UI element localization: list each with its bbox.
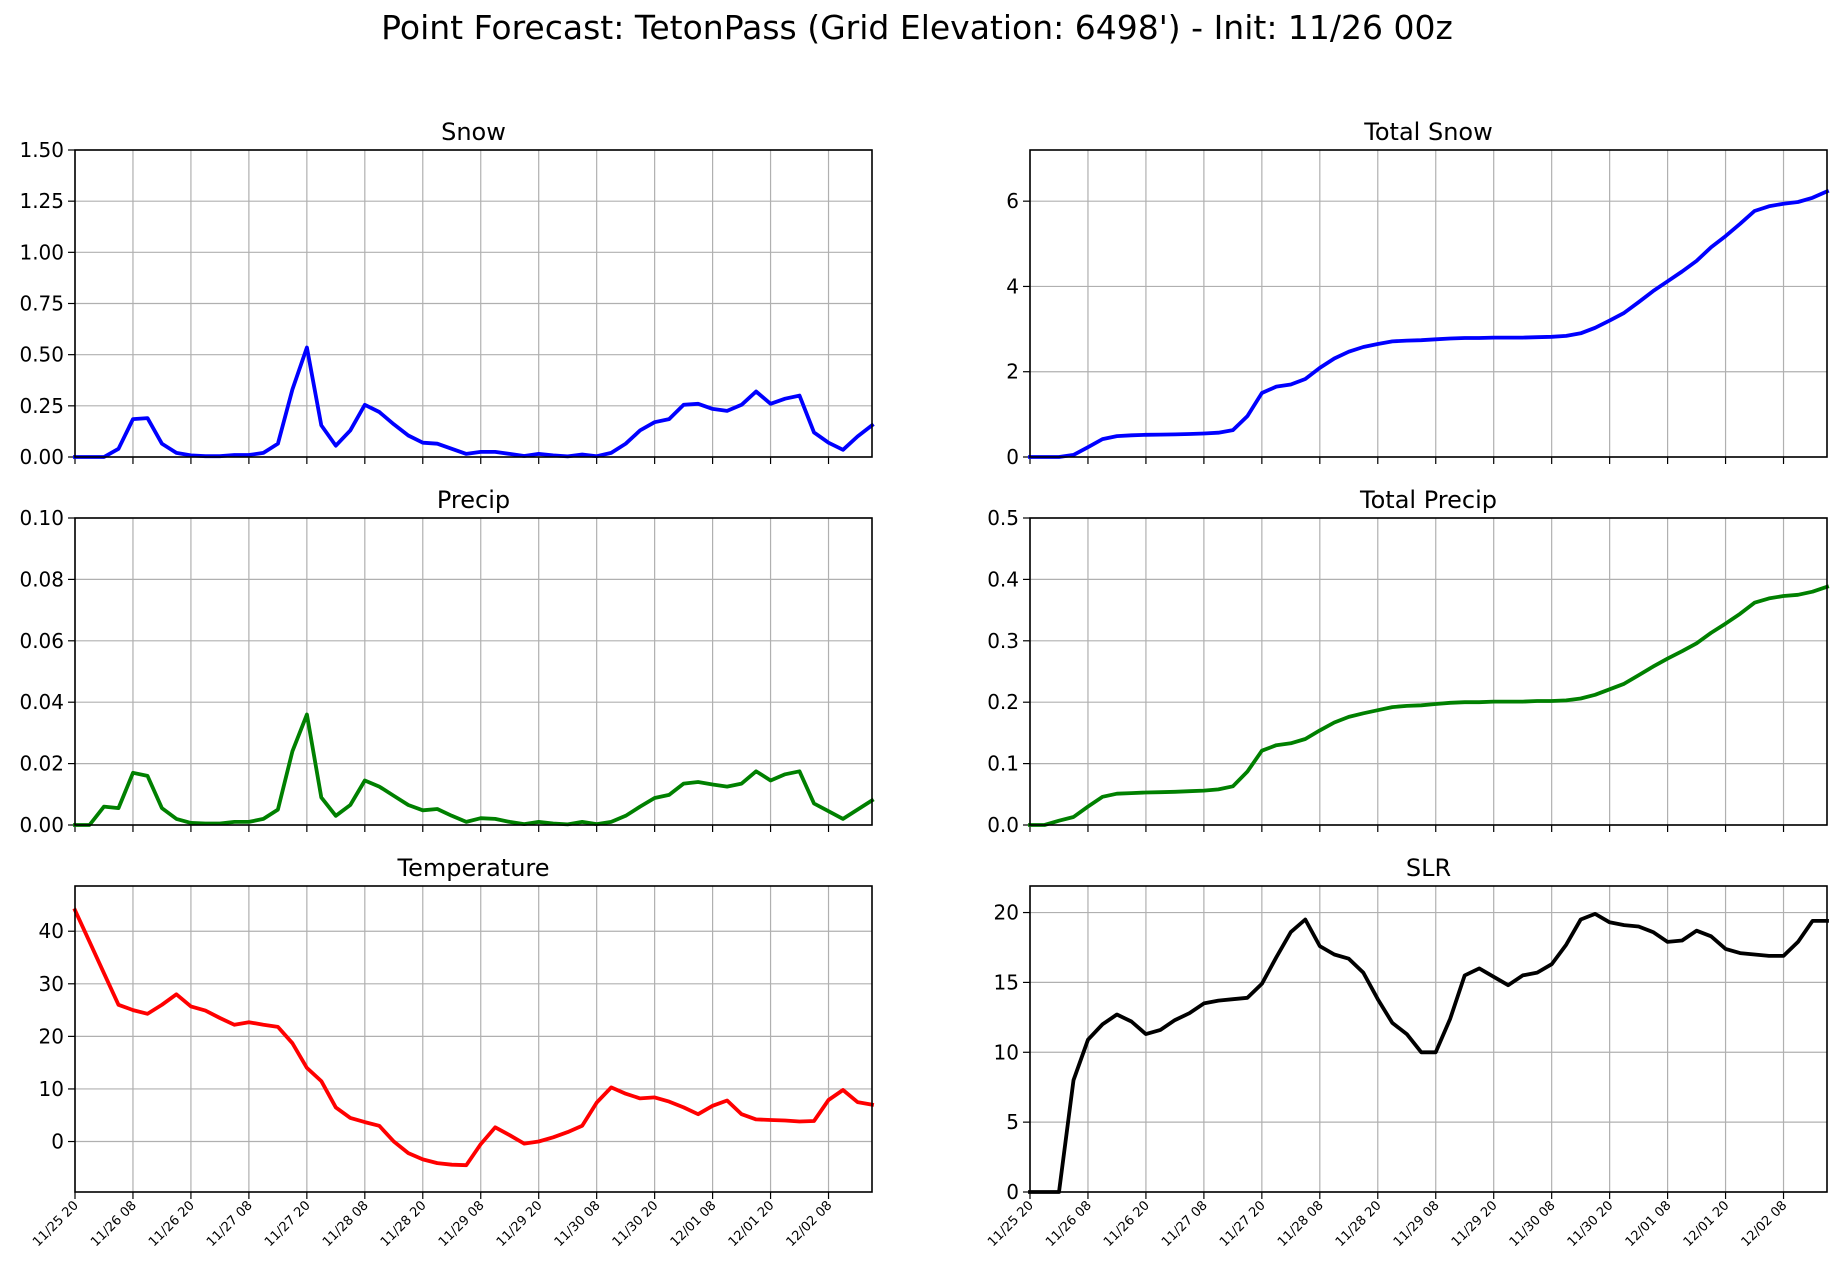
slr-x-tick-label: 11/27 20	[1217, 1198, 1269, 1250]
slr-x-tick-label: 11/27 08	[1159, 1198, 1211, 1250]
total-snow-y-tick-label: 6	[1006, 189, 1019, 213]
snow-axes-frame	[74, 149, 873, 458]
slr-panel-title: SLR	[1406, 854, 1451, 882]
total-snow-y-tick-label: 0	[1006, 445, 1019, 469]
slr-x-tick-label: 11/26 20	[1101, 1198, 1153, 1250]
slr-x-tick-label: 11/30 08	[1507, 1198, 1559, 1250]
slr-x-tick-label: 12/01 08	[1623, 1198, 1675, 1250]
precip-series-line	[73, 712, 875, 827]
total-precip-y-tick-label: 0.2	[987, 690, 1019, 714]
precip-y-tick-label: 0.10	[19, 506, 64, 530]
snow-panel-title: Snow	[441, 118, 506, 146]
total-snow-axes-frame	[1029, 149, 1828, 458]
temperature-x-tick-label: 12/01 20	[726, 1198, 778, 1250]
total-precip-y-tick-label: 0.0	[987, 813, 1019, 837]
slr-x-tick-label: 12/01 20	[1681, 1198, 1733, 1250]
snow-y-tick-label: 1.25	[19, 189, 64, 213]
snow-series-line	[73, 345, 875, 459]
precip-y-tick-label: 0.04	[19, 690, 64, 714]
total-snow-panel-title: Total Snow	[1363, 118, 1492, 146]
precip-y-tick-label: 0.02	[19, 752, 64, 776]
slr-x-tick-label: 11/26 08	[1043, 1198, 1095, 1250]
precip-y-tick-label: 0.00	[19, 813, 64, 837]
snow-y-tick-label: 0.25	[19, 394, 64, 418]
snow-y-tick-label: 0.50	[19, 343, 64, 367]
snow-y-tick-label: 1.00	[19, 240, 64, 264]
temperature-y-tick-label: 0	[51, 1130, 64, 1154]
slr-y-tick-label: 10	[994, 1040, 1019, 1064]
temperature-series-line	[72, 907, 875, 1168]
slr-y-tick-label: 15	[994, 970, 1019, 994]
total-snow-y-tick-label: 2	[1006, 360, 1019, 384]
slr-panel: 11/25 20 11/26 08 11/26 20 11/27 08 11/27 20…	[985, 854, 1829, 1250]
snow-panel: 0.00 0.25 0.50 0.75 1.00 1.25 1.50 Snow	[19, 118, 875, 469]
precip-panel-title: Precip	[437, 486, 510, 514]
temperature-x-tick-label: 11/28 20	[378, 1198, 430, 1250]
snow-y-tick-label: 0.75	[19, 292, 64, 316]
temperature-x-tick-label: 11/26 08	[88, 1198, 140, 1250]
total-precip-panel-title: Total Precip	[1359, 486, 1497, 514]
temperature-x-tick-label: 11/29 20	[494, 1198, 546, 1250]
slr-x-tick-label: 11/29 20	[1449, 1198, 1501, 1250]
total-precip-axes-frame	[1029, 517, 1828, 826]
temperature-x-tick-label: 12/02 08	[784, 1198, 836, 1250]
total-precip-series-line	[1028, 584, 1830, 827]
temperature-x-tick-label: 11/27 08	[204, 1198, 256, 1250]
precip-y-tick-label: 0.06	[19, 629, 64, 653]
total-snow-y-tick-label: 4	[1006, 274, 1019, 298]
temperature-panel: 11/25 20 11/26 08 11/26 20 11/27 08 11/27 20…	[30, 854, 875, 1250]
slr-x-tick-label: 11/28 08	[1275, 1198, 1327, 1250]
total-precip-y-tick-label: 0.3	[987, 629, 1019, 653]
temperature-y-tick-label: 40	[39, 919, 64, 943]
temperature-axes-frame	[74, 885, 873, 1193]
total-snow-panel: 0 2 4 6 Total Snow	[1006, 118, 1830, 469]
total-precip-y-tick-label: 0.5	[987, 506, 1019, 530]
slr-y-tick-label: 0	[1006, 1180, 1019, 1204]
slr-x-tick-label: 11/30 20	[1565, 1198, 1617, 1250]
temperature-x-tick-label: 11/27 20	[262, 1198, 314, 1250]
precip-panel: 0.00 0.02 0.04 0.06 0.08 0.10 Precip	[19, 486, 875, 837]
precip-axes-frame	[74, 517, 873, 826]
temperature-x-tick-label: 11/30 20	[610, 1198, 662, 1250]
temperature-x-tick-label: 11/26 20	[146, 1198, 198, 1250]
total-snow-series-line	[1028, 188, 1830, 459]
temperature-x-tick-label: 12/01 08	[668, 1198, 720, 1250]
slr-series-line	[1028, 912, 1829, 1194]
temperature-y-tick-label: 20	[39, 1024, 64, 1048]
slr-axes-frame	[1029, 885, 1828, 1193]
snow-y-tick-label: 0.00	[19, 445, 64, 469]
snow-y-tick-label: 1.50	[19, 138, 64, 162]
slr-x-tick-label: 11/25 20	[985, 1198, 1037, 1250]
temperature-y-tick-label: 30	[39, 972, 64, 996]
precip-y-tick-label: 0.08	[19, 567, 64, 591]
slr-x-tick-label: 12/02 08	[1739, 1198, 1791, 1250]
figure-title: Point Forecast: TetonPass (Grid Elevatio…	[381, 8, 1453, 47]
total-precip-panel: 0.0 0.1 0.2 0.3 0.4 0.5 Total Precip	[987, 486, 1830, 837]
temperature-x-tick-label: 11/30 08	[552, 1198, 604, 1250]
slr-y-tick-label: 5	[1006, 1110, 1019, 1134]
temperature-x-tick-label: 11/29 08	[436, 1198, 488, 1250]
temperature-y-tick-label: 10	[39, 1077, 64, 1101]
temperature-x-tick-label: 11/28 08	[320, 1198, 372, 1250]
slr-x-tick-label: 11/28 20	[1333, 1198, 1385, 1250]
total-precip-y-tick-label: 0.1	[987, 752, 1019, 776]
temperature-x-tick-label: 11/25 20	[30, 1198, 82, 1250]
slr-y-tick-label: 20	[994, 901, 1019, 925]
slr-x-tick-label: 11/29 08	[1391, 1198, 1443, 1250]
total-precip-y-tick-label: 0.4	[987, 567, 1019, 591]
temperature-panel-title: Temperature	[396, 854, 549, 882]
